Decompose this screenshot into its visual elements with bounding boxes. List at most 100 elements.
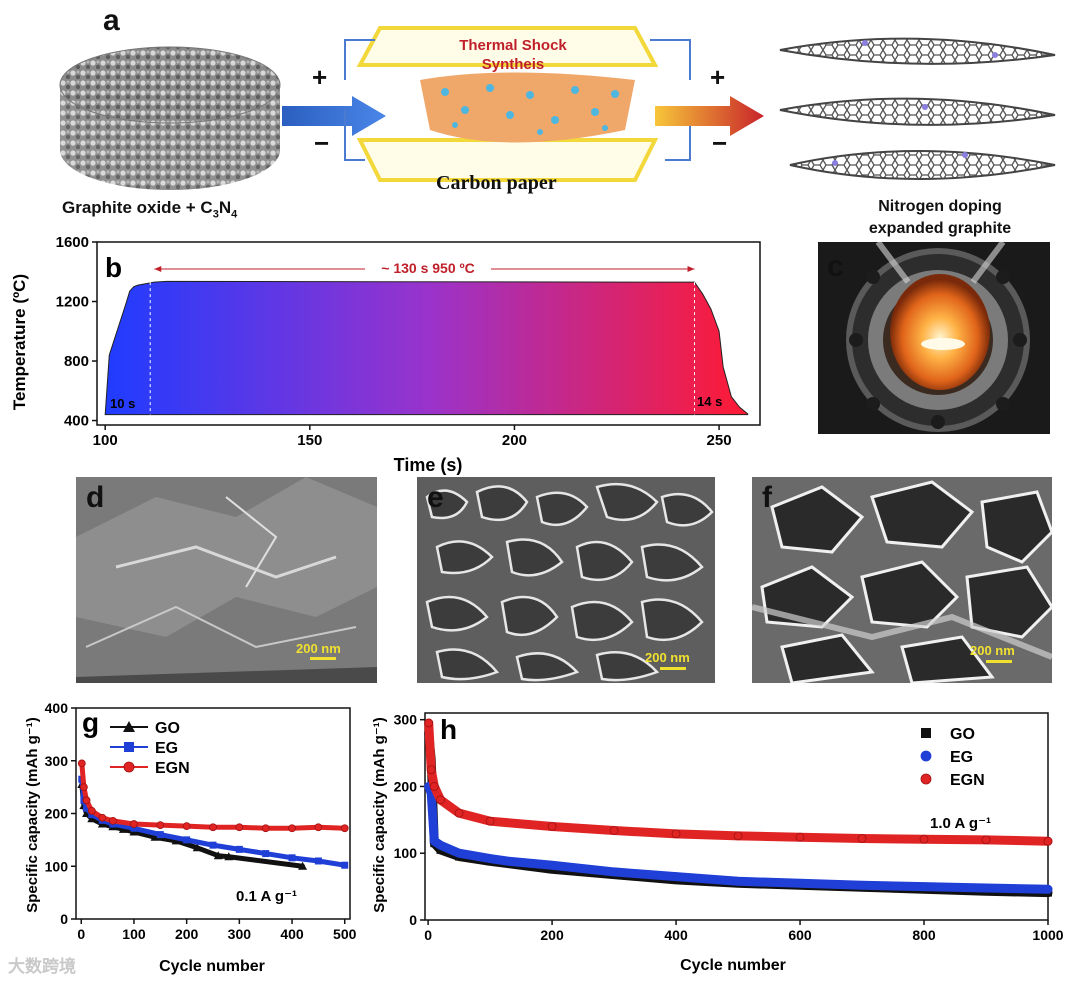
chart-b: 100 150 200 250 400 800 1200 1600 b Time (s) Te…	[10, 234, 761, 475]
g-point-egn	[98, 813, 107, 822]
h-point-eg	[857, 880, 867, 890]
g-point-go	[87, 814, 97, 823]
g-plot-frame	[75, 707, 351, 920]
device-caption: Carbon paper	[436, 172, 557, 194]
plus-right: +	[710, 62, 726, 92]
h-point-egn	[795, 832, 805, 842]
g-x-tick-label: 0	[77, 926, 85, 942]
g-point-go	[224, 852, 234, 861]
h-legend-marker-go	[921, 728, 931, 738]
g-x-tick-label: 400	[280, 926, 304, 942]
h-point-egn	[919, 834, 929, 844]
g-point-eg	[262, 850, 270, 858]
h-legend-label-go: GO	[950, 726, 975, 743]
panel-e-scalebar	[660, 667, 686, 670]
graphite-oxide-pellet	[59, 46, 281, 190]
chart-g: 0 100 200 300 400 500 0 100 200 300 400 g Cycle nu…	[24, 700, 357, 975]
g-point-go	[150, 832, 160, 841]
h-x-tick-label: 600	[788, 927, 812, 943]
g-x-tick-label: 100	[122, 926, 146, 942]
h-legend-marker-egn	[920, 773, 932, 785]
h-point-eg	[436, 840, 445, 850]
panel-d-scalebar-label: 200 nm	[296, 641, 341, 656]
panel-a-label: a	[103, 4, 120, 37]
g-point-egn	[77, 759, 86, 768]
h-rate-label: 1.0 A g⁻¹	[930, 815, 991, 832]
g-point-eg	[209, 841, 217, 849]
chart-h: 0 200 400 600 800 1000 0 100 200 300 h Cycle numb…	[371, 712, 1064, 974]
g-x-tick-label: 500	[333, 926, 357, 942]
panel-f-scalebar	[986, 660, 1012, 663]
h-point-egn	[429, 782, 439, 791]
h-point-egn	[981, 835, 991, 845]
b-x-tick-label: 100	[93, 432, 118, 449]
g-legend-label-egn: EGN	[155, 760, 190, 777]
g-x-tick-label: 300	[228, 926, 252, 942]
red-arrow-icon	[655, 96, 764, 136]
g-point-eg	[183, 836, 191, 844]
h-point-egn	[485, 816, 495, 826]
h-point-egn	[424, 718, 434, 728]
b-duration-arrowhead-right	[687, 266, 695, 272]
h-point-egn	[426, 765, 436, 775]
h-y-tick-label: 300	[394, 712, 418, 728]
h-point-egn	[609, 826, 619, 835]
panel-f-sem-image	[752, 477, 1052, 683]
h-y-axis-label: Specific capacity (mAh g⁻¹)	[371, 717, 388, 912]
b-y-axis-label: Temperature (ºC)	[10, 274, 29, 410]
g-point-go	[298, 861, 308, 870]
thermal-shock-device	[344, 26, 691, 182]
g-point-egn	[130, 820, 138, 828]
b-y-tick-label: 800	[64, 353, 89, 370]
g-point-egn	[209, 823, 217, 832]
h-point-eg	[981, 883, 991, 893]
g-point-egn	[80, 783, 88, 792]
h-point-eg	[795, 878, 805, 888]
g-legend-marker-eg	[124, 742, 134, 752]
g-y-tick-label: 200	[45, 806, 69, 822]
g-series-line-egn	[79, 760, 348, 831]
h-point-eg	[547, 860, 557, 870]
panel-d-sem-image	[76, 477, 377, 683]
b-x-tick-label: 150	[297, 432, 322, 449]
h-x-tick-label: 400	[664, 927, 688, 943]
panel-a-left-caption: Graphite oxide + C3N4	[62, 198, 238, 221]
panel-f-label: f	[762, 481, 772, 514]
b-annotation-rise: 10 s	[110, 396, 135, 411]
h-legend-marker-eg	[920, 750, 932, 762]
g-point-egn	[108, 816, 117, 825]
g-point-egn	[82, 796, 91, 805]
panel-d-scalebar	[310, 657, 336, 660]
g-point-egn	[182, 822, 191, 831]
g-point-egn	[235, 823, 244, 832]
h-y-tick-label: 100	[394, 845, 418, 861]
minus-left: −	[314, 128, 330, 158]
panel-b-label: b	[105, 252, 122, 283]
g-legend-label-go: GO	[155, 720, 180, 737]
g-point-go	[171, 836, 181, 845]
minus-right: −	[712, 128, 728, 158]
h-x-tick-label: 800	[912, 927, 936, 943]
h-point-egn	[547, 822, 557, 831]
panel-e-label: e	[427, 481, 444, 514]
g-point-egn	[340, 824, 349, 833]
b-y-tick-label: 1200	[56, 294, 89, 311]
b-x-tick-label: 200	[502, 432, 527, 449]
g-point-egn	[156, 821, 165, 830]
g-point-eg	[314, 857, 322, 865]
h-point-egn	[857, 834, 867, 843]
g-x-tick-label: 200	[175, 926, 199, 942]
g-point-egn	[288, 824, 296, 833]
g-point-eg	[156, 831, 164, 839]
g-point-eg	[235, 845, 243, 853]
g-point-go	[192, 843, 202, 852]
panel-h-label: h	[440, 714, 457, 745]
plus-left: +	[312, 62, 328, 92]
h-point-egn	[1043, 836, 1053, 846]
h-point-eg	[1043, 884, 1053, 894]
h-x-tick-label: 1000	[1032, 927, 1063, 943]
b-x-axis-label: Time (s)	[394, 455, 463, 475]
panel-c-photo	[818, 242, 1050, 434]
b-y-tick-label: 1600	[56, 234, 89, 251]
g-y-tick-label: 300	[45, 753, 69, 769]
